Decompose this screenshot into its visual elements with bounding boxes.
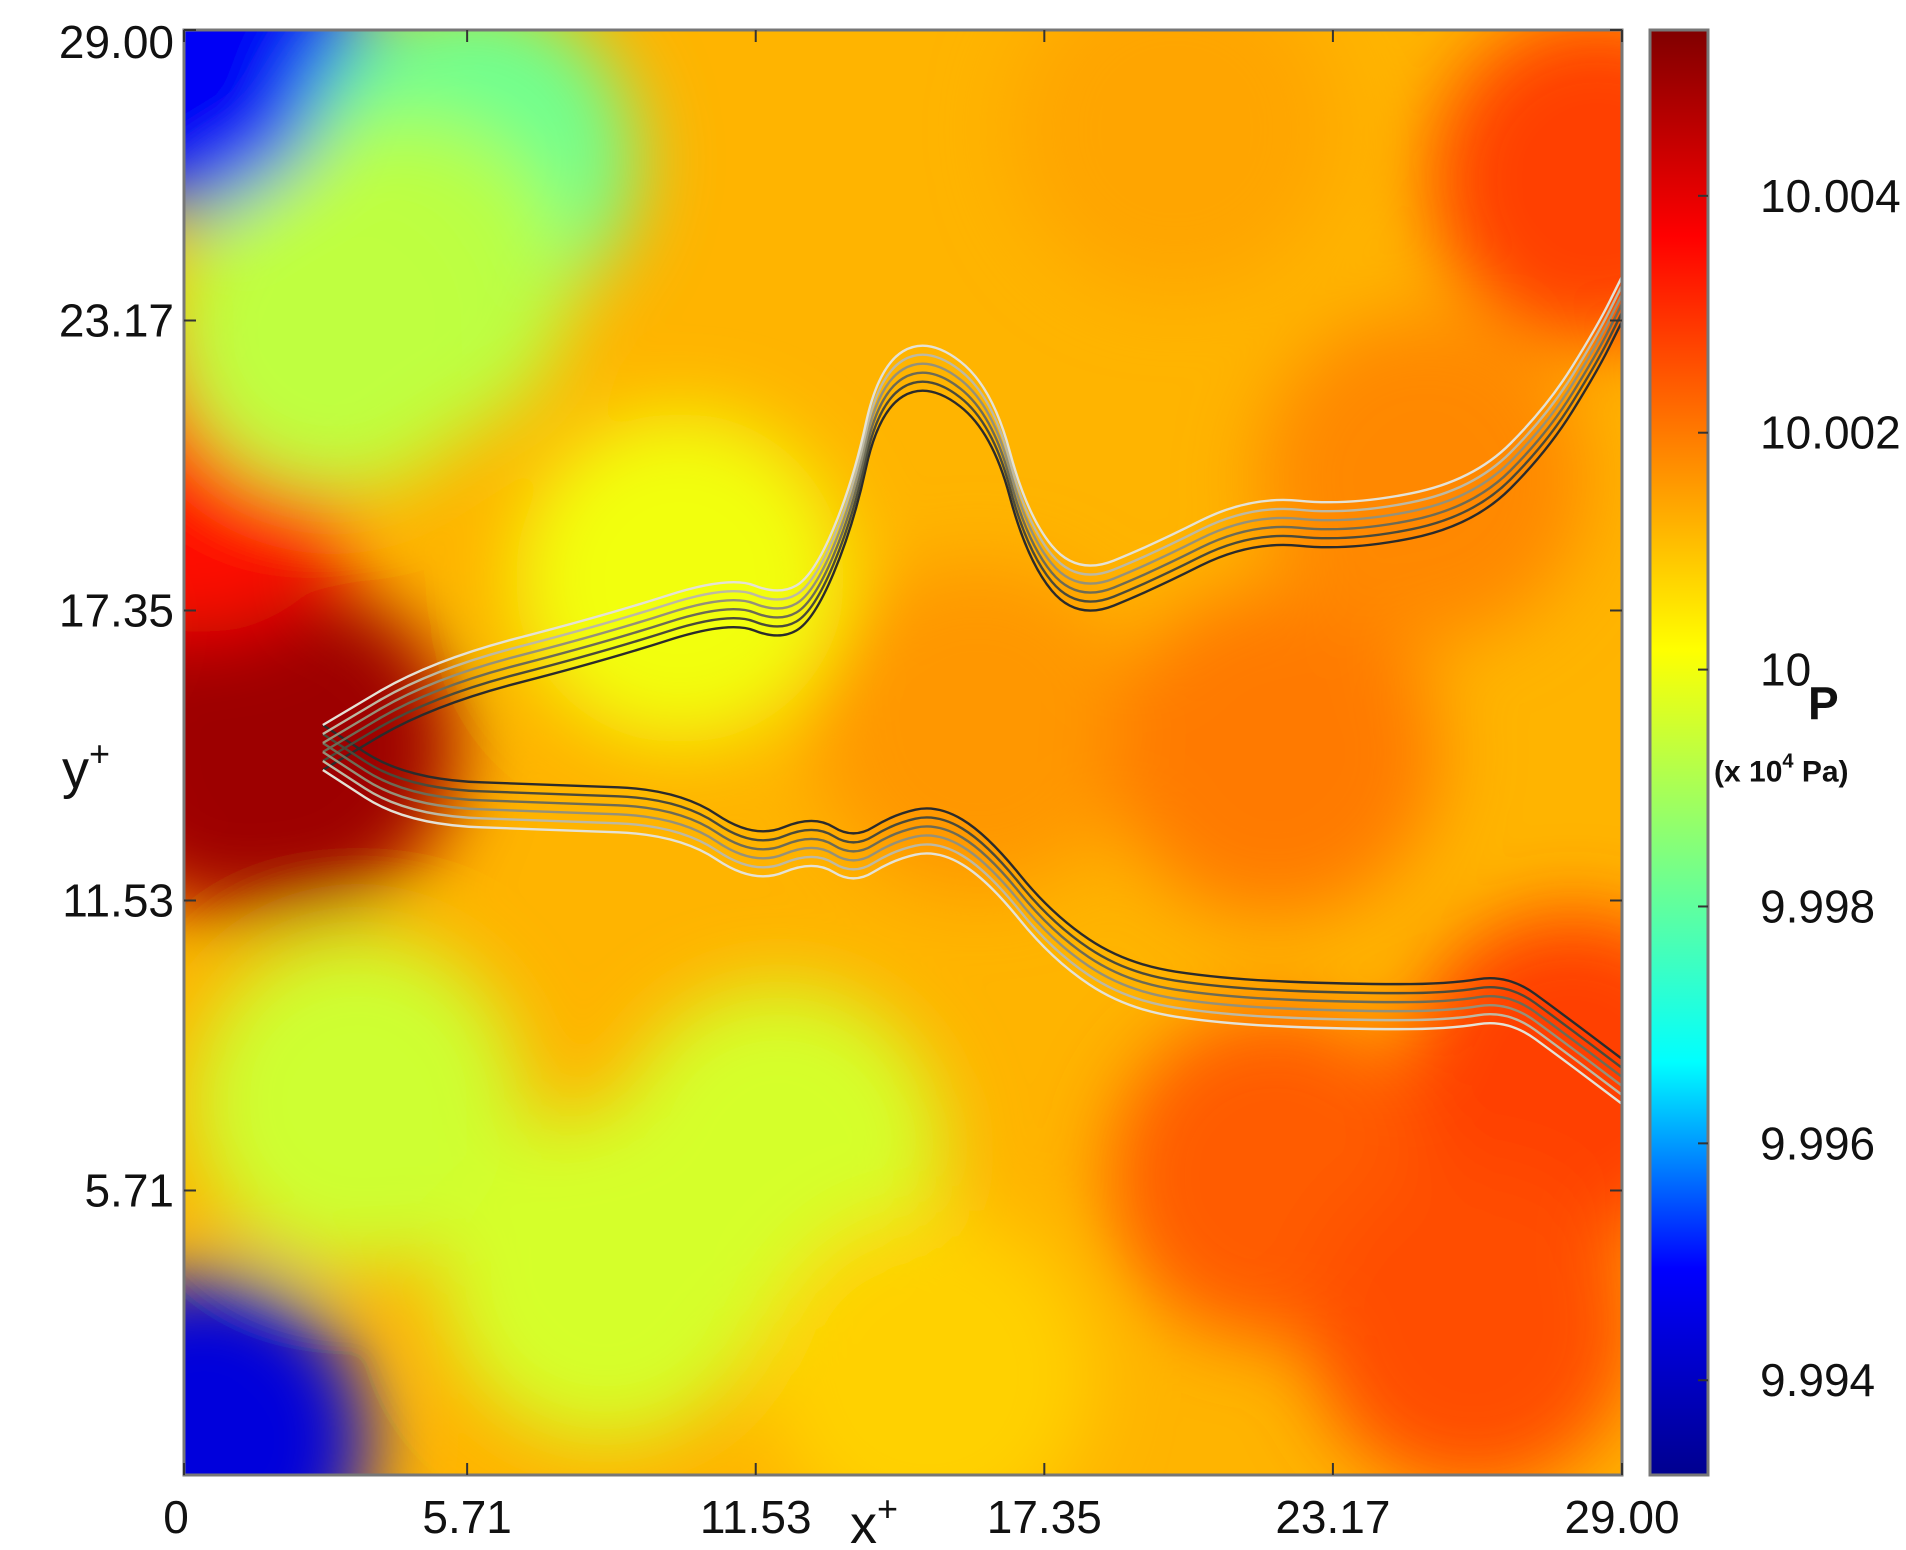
- colorbar-tick-label: 9.994: [1760, 1354, 1875, 1406]
- colorbar-tick-label: 9.996: [1760, 1117, 1875, 1169]
- colorbar-tick-label: 9.998: [1760, 880, 1875, 932]
- pressure-region: [812, 562, 1143, 893]
- y-tick-label: 29.00: [59, 16, 174, 68]
- x-tick-label: 5.71: [422, 1491, 512, 1543]
- interface-contour-upper: [322, 275, 1622, 727]
- y-tick-label: 17.35: [59, 584, 174, 636]
- interface-contour-upper: [322, 293, 1622, 745]
- interface-contour-lower: [322, 751, 1622, 1087]
- pressure-region: [1432, 30, 1622, 345]
- x-tick-label: 23.17: [1275, 1491, 1390, 1543]
- x-tick-label: 11.53: [700, 1491, 812, 1543]
- pressure-field: [184, 30, 1622, 1475]
- colorbar: 9.994 9.996 9.998 10 10.002 10.004 P (x 104 P…: [1648, 28, 1901, 1477]
- pressure-region: [184, 30, 374, 215]
- interface-contour-upper: [322, 284, 1622, 736]
- pressure-region: [1308, 1160, 1622, 1475]
- pressure-region: [762, 1210, 1093, 1475]
- x-tick-label: 17.35: [987, 1491, 1102, 1543]
- interface-contour-upper: [322, 302, 1622, 754]
- interface-contour-upper: [322, 311, 1622, 763]
- pressure-region: [1109, 587, 1440, 918]
- interface-contour-lower: [322, 724, 1622, 1060]
- pressure-region: [1010, 30, 1341, 295]
- pressure-region: [1407, 911, 1622, 1242]
- interface-contour-lower: [322, 742, 1622, 1078]
- colorbar-tick-label: 10.002: [1760, 407, 1901, 459]
- interface-contour-lower: [322, 760, 1622, 1096]
- y-axis-label: y+: [62, 733, 110, 800]
- plot-area: [182, 28, 1624, 1477]
- x-axis-label: x+: [850, 1488, 898, 1550]
- x-tick-label: 29.00: [1564, 1491, 1679, 1543]
- interface-contour-lower: [322, 733, 1622, 1069]
- interface-contour-lower: [322, 769, 1622, 1105]
- pressure-region: [514, 413, 845, 744]
- colorbar-tick-label: 10.004: [1760, 170, 1901, 222]
- y-tick-label: 23.17: [59, 294, 174, 346]
- pressure-region: [1258, 313, 1589, 644]
- colorbar-unit-label: (x 104 Pa): [1714, 751, 1849, 789]
- y-axis: 5.71 11.53 17.35 23.17 29.00: [59, 16, 1622, 1216]
- pressure-region: [184, 1275, 369, 1475]
- interface-contours: [322, 275, 1622, 1105]
- y-tick-label: 5.71: [84, 1164, 174, 1216]
- x-axis: 0 5.71 11.53 17.35 23.17 29.00: [163, 30, 1680, 1543]
- interface-contour-upper: [322, 320, 1622, 772]
- colorbar-tick-label: 10: [1760, 644, 1811, 696]
- colorbar-quantity-label: P: [1808, 678, 1839, 730]
- pressure-region: [192, 936, 523, 1267]
- x-tick-label: 0: [163, 1491, 189, 1543]
- colorbar-ticks: 9.994 9.996 9.998 10 10.002 10.004: [1698, 170, 1901, 1406]
- y-tick-label: 11.53: [62, 874, 174, 926]
- colorbar-gradient: [1648, 28, 1710, 1477]
- plot-frame: [182, 28, 1624, 1477]
- pressure-region: [184, 582, 459, 913]
- pressure-region: [184, 164, 498, 494]
